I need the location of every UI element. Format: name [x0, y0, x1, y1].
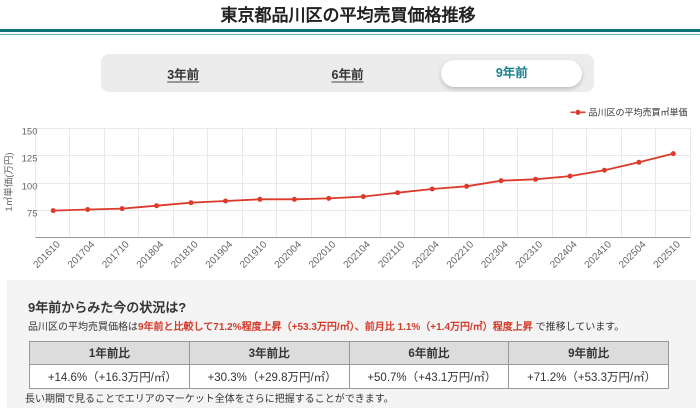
svg-text:201904: 201904 — [204, 239, 236, 271]
svg-text:201804: 201804 — [135, 239, 167, 271]
svg-text:125: 125 — [22, 154, 38, 165]
svg-text:201910: 201910 — [238, 239, 270, 271]
svg-text:202104: 202104 — [342, 239, 374, 271]
svg-text:201710: 201710 — [100, 239, 132, 271]
svg-text:201610: 201610 — [31, 239, 63, 271]
svg-text:202510: 202510 — [652, 239, 684, 271]
svg-text:202204: 202204 — [410, 239, 442, 271]
svg-text:202310: 202310 — [514, 239, 546, 271]
svg-text:1㎡単価(万円): 1㎡単価(万円) — [3, 152, 15, 211]
svg-text:202404: 202404 — [548, 239, 580, 271]
svg-text:202010: 202010 — [307, 239, 339, 271]
svg-text:202110: 202110 — [376, 239, 407, 270]
svg-text:202210: 202210 — [445, 239, 477, 271]
svg-text:202504: 202504 — [617, 239, 649, 271]
svg-text:201810: 201810 — [169, 239, 201, 271]
svg-text:202410: 202410 — [583, 239, 615, 271]
svg-text:品川区の平均売買㎡単価: 品川区の平均売買㎡単価 — [589, 107, 688, 118]
svg-text:202304: 202304 — [479, 239, 511, 271]
svg-text:202004: 202004 — [273, 239, 305, 271]
svg-text:150: 150 — [22, 127, 38, 138]
svg-text:100: 100 — [22, 182, 38, 193]
svg-text:75: 75 — [27, 209, 38, 220]
svg-text:201704: 201704 — [66, 239, 98, 271]
